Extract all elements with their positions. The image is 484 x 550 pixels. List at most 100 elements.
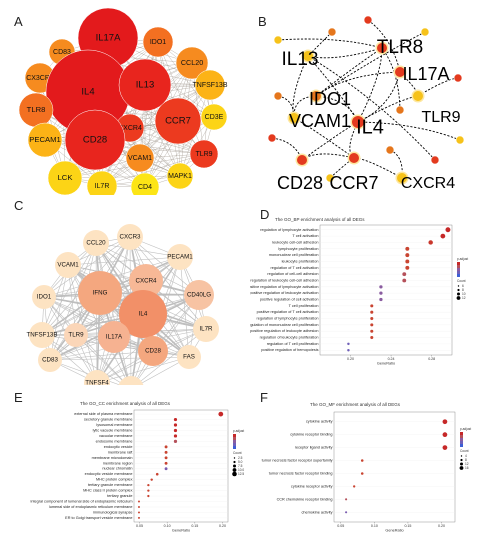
dot-f-legend-swatch bbox=[460, 441, 463, 444]
dot-d-legend-swatch bbox=[457, 271, 460, 274]
node-a-ccl20: CCL20 bbox=[175, 46, 209, 80]
panel-b-label: B bbox=[258, 14, 267, 29]
dot-d-point bbox=[370, 304, 374, 308]
dot-d-point bbox=[370, 323, 374, 327]
dot-f-point bbox=[442, 432, 448, 438]
dot-e-point bbox=[164, 467, 168, 471]
node-b-vcam1: VCAM1 bbox=[287, 111, 351, 131]
node-a-label: TLR9 bbox=[195, 151, 212, 158]
dot-d-legend-swatch bbox=[457, 274, 460, 277]
dot-f-term: tumor necrosis factor receptor binding bbox=[269, 471, 333, 475]
dot-e-term: endocytic vesicle membrane bbox=[85, 472, 133, 476]
dot-d-point bbox=[440, 233, 446, 239]
node-c-cxcr4: CXCR4 bbox=[129, 264, 163, 298]
dot-e-term: external side of plasma membrane bbox=[74, 412, 132, 416]
dot-e-legend-size-title: Count bbox=[233, 451, 242, 455]
node-a-label: CCL20 bbox=[181, 58, 203, 67]
dot-f-term: cytokine receptor binding bbox=[290, 433, 332, 437]
dot-d-point bbox=[347, 342, 350, 346]
dot-e-legend-size-dot bbox=[232, 471, 237, 477]
dot-d-tick-label: 0.24 bbox=[388, 357, 395, 361]
node-b-label: IL4 bbox=[356, 116, 384, 138]
dot-f-legend-color-title: p.adjust bbox=[460, 427, 471, 431]
node-c-label: IL7R bbox=[199, 326, 213, 333]
dot-d-frame bbox=[319, 224, 453, 356]
node-a-label: VCAM1 bbox=[128, 155, 152, 162]
dot-d-term: positive regulation of T cell activation bbox=[257, 310, 319, 314]
edge-c-ccl20-pdcd1lg2 bbox=[95, 242, 131, 385]
dot-f-legend-size-dot bbox=[460, 458, 463, 462]
dot-d-legend-size-dot bbox=[457, 285, 460, 287]
dot-e-term: tertiary granule bbox=[107, 494, 132, 498]
node-a-ccr7: CCR7 bbox=[154, 97, 202, 145]
node-b-il17a: IL17A bbox=[393, 64, 450, 84]
node-a-label: CD83 bbox=[53, 49, 71, 56]
node-a-tlr8: TLR8 bbox=[18, 92, 54, 128]
node-a-cd4: CD4 bbox=[130, 172, 160, 195]
edge-c-cxcr3-ido1 bbox=[43, 236, 131, 298]
node-c-label: IL4 bbox=[139, 311, 148, 318]
node-b-tlr9: TLR9 bbox=[411, 89, 461, 126]
dot-d-term: leukocyte cell-cell adhesion bbox=[272, 240, 318, 244]
node-c-label: CD40LG bbox=[187, 292, 211, 299]
node-b-peripheral bbox=[325, 173, 335, 183]
node-c-label: CXCR4 bbox=[136, 278, 158, 285]
dot-e-term: lytic vacuole membrane bbox=[93, 428, 133, 432]
dot-d-term: positive regulation of lymphocyte activa… bbox=[250, 285, 319, 289]
dot-e-term: tertiary granule membrane bbox=[88, 483, 133, 487]
dot-d-term: regulation of T cell proliferation bbox=[267, 342, 319, 346]
dot-e-point bbox=[164, 456, 168, 460]
node-a-lck: LCK bbox=[47, 160, 83, 195]
node-b-label: IDO1 bbox=[309, 89, 351, 109]
edge-c-vcam1-pecam1 bbox=[67, 256, 181, 266]
dot-d-point bbox=[428, 240, 433, 245]
dot-d-term: positive regulation of leukocyte activat… bbox=[250, 291, 319, 295]
dot-e-point bbox=[173, 428, 178, 433]
dot-e-legend-swatch bbox=[233, 440, 236, 443]
edge-b-il17a-il4 bbox=[357, 71, 401, 123]
node-c-tnfsf13b: TNFSF13B bbox=[27, 322, 57, 348]
dot-f-point bbox=[360, 472, 364, 475]
dot-e-point bbox=[137, 516, 140, 519]
node-c-tnfsf4: TNFSF4 bbox=[84, 370, 110, 385]
node-b-peripheral bbox=[453, 73, 463, 83]
dot-d-legend-size-dot bbox=[457, 292, 460, 296]
dot-f-point bbox=[442, 445, 448, 450]
dot-e-point bbox=[173, 439, 178, 444]
node-c-cd83: CD83 bbox=[38, 348, 62, 372]
dot-e-term: secretory granule membrane bbox=[84, 418, 133, 422]
panel-c-label: C bbox=[14, 198, 24, 213]
dot-d-legend-size-dot bbox=[457, 288, 460, 292]
edge-mapk1-lck bbox=[64, 175, 181, 179]
dot-d-term: T cell activation bbox=[292, 234, 318, 238]
dot-d-tick-label: 0.20 bbox=[347, 357, 354, 361]
node-b-peripheral bbox=[430, 155, 440, 165]
node-b-peripheral bbox=[273, 91, 283, 101]
dot-f-legend-swatch bbox=[460, 438, 463, 441]
dot-e-point bbox=[164, 450, 168, 454]
dot-d-term: mononuclear cell proliferation bbox=[269, 253, 319, 257]
dot-f-legend-size-value: 4 bbox=[465, 454, 467, 458]
node-b-ido1: IDO1 bbox=[309, 89, 351, 109]
dot-e-term: immunological synapse bbox=[93, 510, 132, 514]
dot-f-xlabel: GeneRatio bbox=[385, 529, 403, 533]
node-c-label: IFNG bbox=[93, 290, 108, 297]
node-a-label: CD28 bbox=[83, 135, 107, 146]
node-a-il13: IL13 bbox=[118, 58, 172, 112]
dot-e-point bbox=[164, 461, 168, 465]
node-b-peripheral bbox=[385, 145, 395, 155]
node-b-peripheral bbox=[363, 15, 373, 25]
node-c-label: FAS bbox=[183, 354, 195, 361]
dot-e-term: ER to Golgi transport vesicle membrane bbox=[65, 516, 132, 520]
dot-f-legend-swatch bbox=[460, 444, 463, 447]
dot-d-term: regulation of leukocyte proliferation bbox=[260, 336, 319, 340]
dot-d-point bbox=[370, 336, 374, 340]
node-c-label: CXCR3 bbox=[120, 234, 142, 241]
node-b-peripheral bbox=[273, 35, 283, 45]
dot-e-legend-size-dot bbox=[233, 457, 236, 459]
dot-e-term: membrane region bbox=[103, 461, 133, 465]
node-a-vcam1: VCAM1 bbox=[125, 143, 155, 173]
dot-e-point bbox=[137, 500, 140, 503]
node-a-mapk1: MAPK1 bbox=[166, 162, 194, 190]
